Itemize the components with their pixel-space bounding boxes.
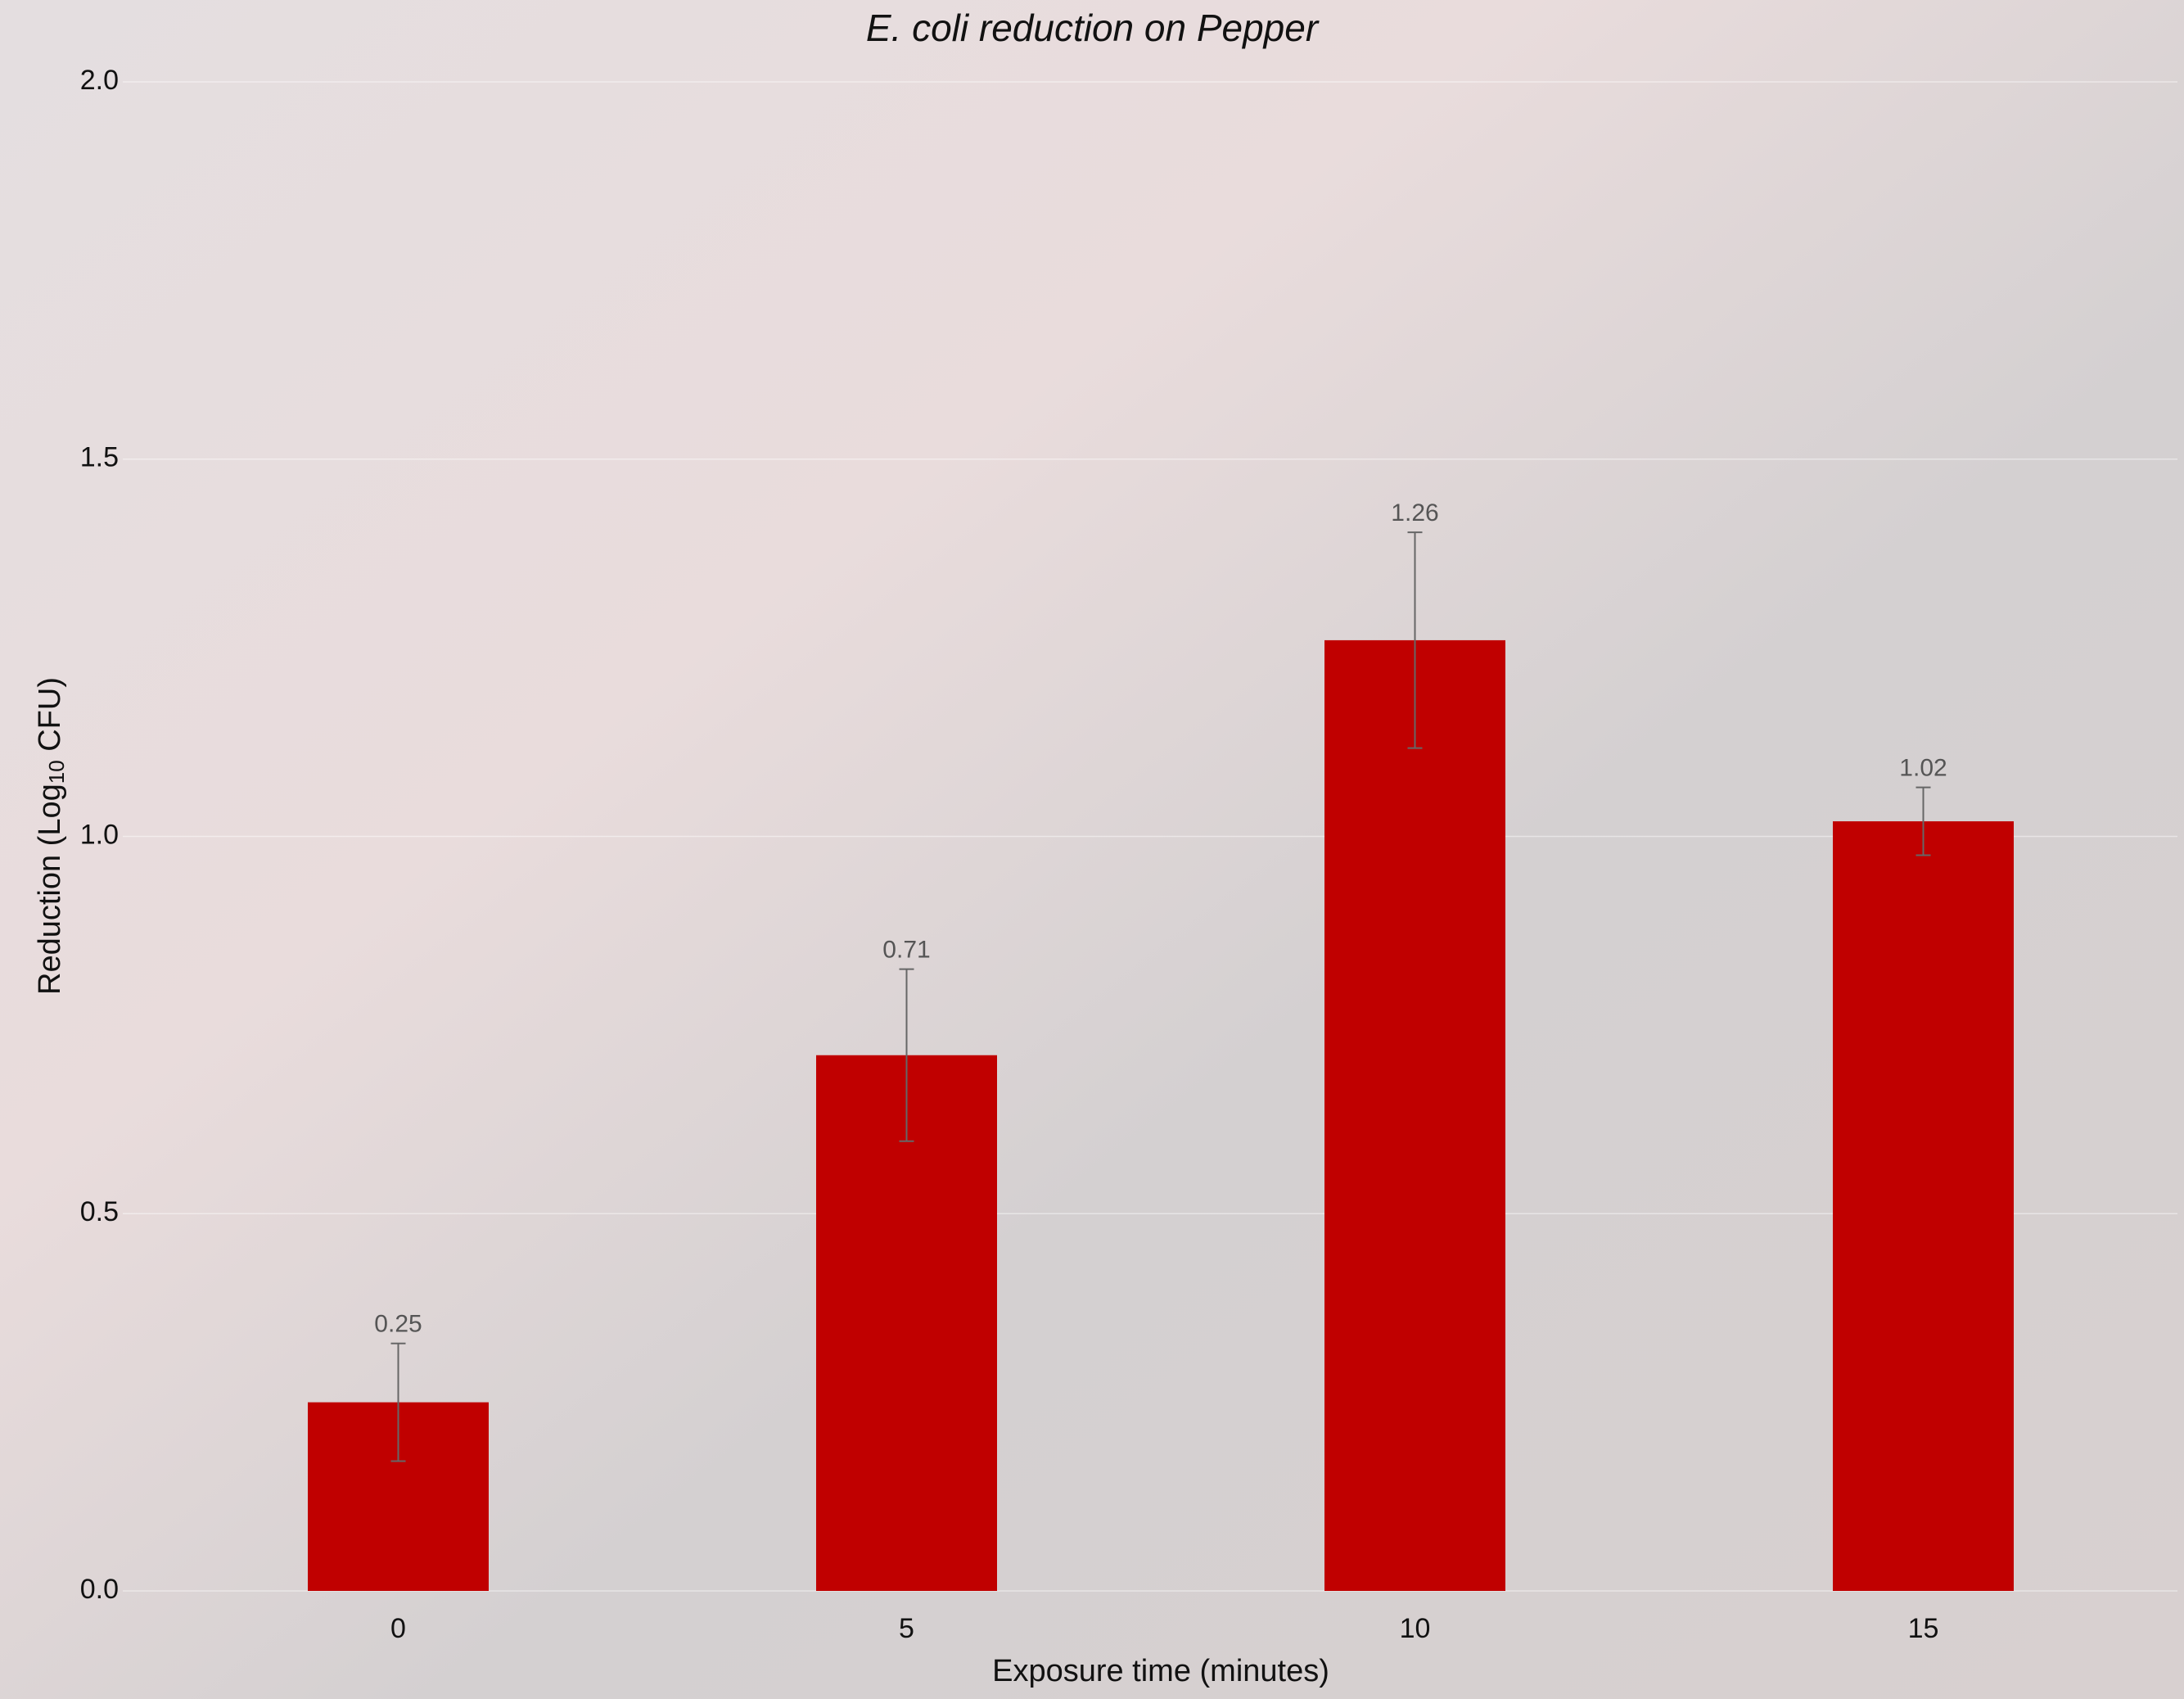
y-tick-label: 0.5 <box>80 1196 119 1227</box>
y-tick-label: 0.0 <box>80 1574 119 1605</box>
y-axis-label-text: Reduction (Log <box>33 784 67 995</box>
bar <box>816 1055 997 1591</box>
chart-title: E. coli reduction on Pepper <box>866 7 1320 49</box>
y-tick-label: 1.0 <box>80 819 119 850</box>
value-label: 0.25 <box>374 1311 422 1338</box>
value-label: 1.26 <box>1391 499 1438 526</box>
x-tick-label: 15 <box>1908 1613 1939 1644</box>
y-axis-label: Reduction (Log10 CFU) <box>33 677 69 995</box>
y-tick-label: 2.0 <box>80 65 119 96</box>
y-axis-label-sub: 10 <box>44 760 69 784</box>
value-label: 0.71 <box>882 937 930 964</box>
y-tick-label: 1.5 <box>80 442 119 473</box>
x-tick-label: 5 <box>899 1613 914 1644</box>
value-label: 1.02 <box>1899 755 1947 782</box>
bar <box>1833 821 2014 1591</box>
x-tick-label: 10 <box>1400 1613 1431 1644</box>
y-axis-label-rest: CFU) <box>33 677 67 760</box>
x-axis-label: Exposure time (minutes) <box>992 1654 1329 1688</box>
x-tick-label: 0 <box>390 1613 406 1644</box>
bar <box>1324 639 1505 1592</box>
